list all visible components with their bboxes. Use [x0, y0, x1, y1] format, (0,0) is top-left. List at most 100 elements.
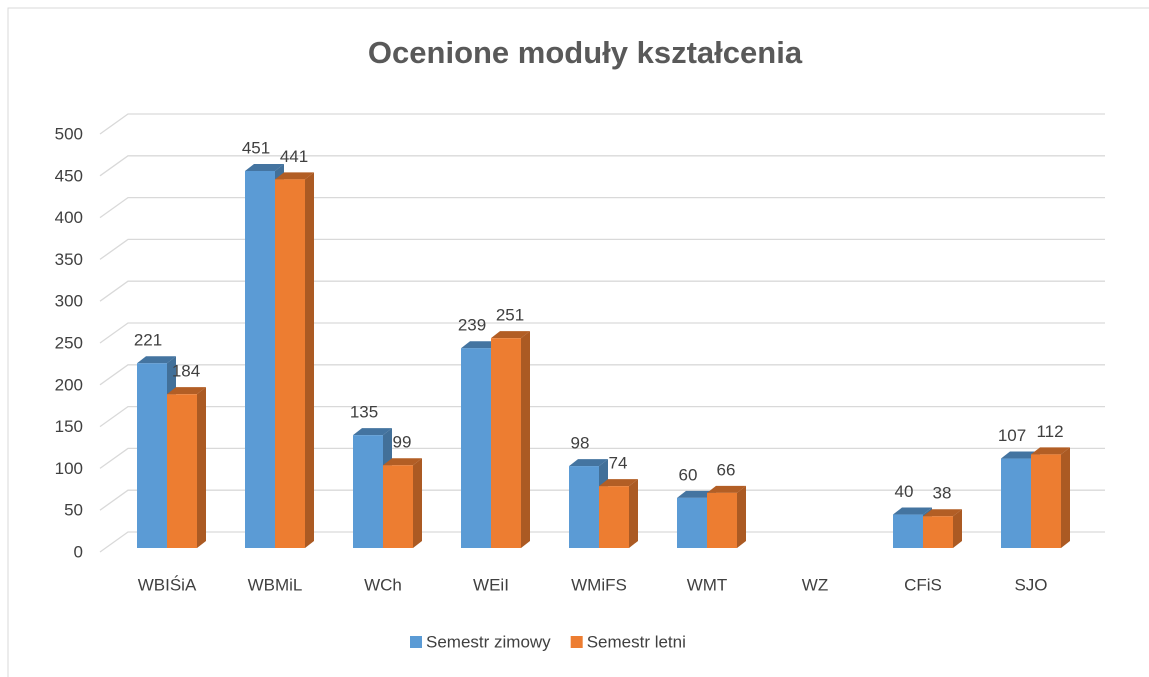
bar-front [245, 170, 275, 549]
bar-top [569, 459, 608, 467]
bar-top [383, 458, 422, 466]
y-tick-label: 450 [55, 166, 83, 185]
x-tick-label: SJO [1014, 575, 1047, 594]
bar [275, 172, 314, 548]
data-label: 38 [933, 484, 952, 503]
bar [491, 331, 530, 548]
bar [167, 387, 206, 548]
legend-label: Semestr letni [587, 632, 686, 651]
bar-front [491, 338, 521, 548]
legend-swatch [570, 636, 583, 648]
bar-top [275, 172, 314, 180]
bar-front [677, 497, 707, 548]
bar-top [707, 485, 746, 493]
bar-top [353, 428, 392, 436]
bar-side [521, 331, 530, 548]
bar-top [1031, 447, 1070, 455]
grid-line [99, 489, 1105, 511]
grid-line [99, 531, 1105, 553]
bar-front [569, 466, 599, 548]
x-tick-label: WBMiL [248, 575, 303, 594]
chart-title: Ocenione moduły kształcenia [368, 35, 803, 70]
data-label: 66 [717, 460, 736, 479]
bar-front [275, 179, 305, 548]
data-label: 184 [172, 362, 200, 381]
data-label: 239 [458, 316, 486, 335]
bar-front [461, 348, 491, 548]
grid-line [99, 113, 1105, 135]
grid-line [99, 322, 1105, 344]
data-label: 40 [895, 482, 914, 501]
bar-top [137, 356, 176, 364]
y-tick-label: 50 [64, 501, 83, 520]
chart-frame [7, 7, 1149, 677]
bar [1031, 447, 1070, 548]
bar-top [167, 387, 206, 395]
y-tick-label: 500 [55, 124, 83, 143]
bar [923, 509, 962, 548]
bar-side [629, 479, 638, 548]
bar-side [737, 485, 746, 548]
data-label: 221 [134, 331, 162, 350]
bar-top [245, 163, 284, 171]
bar [383, 458, 422, 548]
data-label: 98 [571, 434, 590, 453]
y-tick-label: 200 [55, 375, 83, 394]
data-label: 441 [280, 147, 308, 166]
legend-swatch [410, 636, 422, 648]
bar-top [461, 341, 500, 349]
y-tick-label: 400 [55, 208, 83, 227]
bar-side [953, 509, 962, 548]
bar-top [923, 509, 962, 517]
bar-top [893, 507, 932, 515]
data-label: 60 [679, 465, 698, 484]
bar-front [599, 486, 629, 548]
y-tick-label: 300 [55, 292, 83, 311]
bar-front [383, 465, 413, 548]
bar-front [1001, 458, 1031, 548]
x-tick-label: WBIŚiA [138, 575, 197, 594]
bar-top [491, 331, 530, 339]
x-tick-label: WCh [364, 575, 402, 594]
bar-front [923, 516, 953, 548]
x-tick-label: WEiI [473, 575, 509, 594]
grid-line [99, 280, 1105, 302]
y-tick-label: 150 [55, 417, 83, 436]
data-label: 135 [350, 403, 378, 422]
bar-front [167, 394, 197, 548]
bar-front [353, 435, 383, 548]
grid-line [99, 364, 1105, 386]
grid-line [99, 196, 1105, 219]
grid-line [99, 405, 1105, 428]
data-label: 451 [242, 138, 270, 157]
bar-side [305, 172, 314, 548]
y-tick-label: 350 [55, 250, 83, 269]
bar-top [599, 479, 638, 487]
bar-front [893, 514, 923, 548]
bar-front [707, 492, 737, 548]
x-tick-label: WZ [802, 575, 828, 594]
grid-line [99, 155, 1105, 177]
bar [599, 479, 638, 548]
bar-top [677, 490, 716, 498]
bar-side [197, 387, 206, 548]
data-label: 251 [496, 306, 524, 325]
data-label: 107 [998, 426, 1026, 445]
data-label: 112 [1036, 422, 1063, 441]
data-label: 74 [609, 454, 628, 473]
bar-side [413, 458, 422, 548]
x-tick-label: WMT [687, 575, 728, 594]
bar [707, 485, 746, 548]
bar-top [1001, 451, 1040, 459]
grid-line [99, 447, 1105, 469]
y-tick-label: 0 [74, 542, 83, 561]
plot-area: 0 50 100 150 200 250 300 350 400 450 500 WBIŚiA 221 1… [55, 113, 1105, 594]
x-tick-label: WMiFS [571, 575, 627, 594]
legend-label: Semestr zimowy [426, 632, 551, 651]
legend: Semestr zimowy Semestr letni [410, 632, 686, 651]
x-tick-label: CFiS [904, 575, 942, 594]
bar-front [1031, 454, 1061, 548]
bar-side [1061, 447, 1070, 548]
grid-line [99, 238, 1105, 260]
